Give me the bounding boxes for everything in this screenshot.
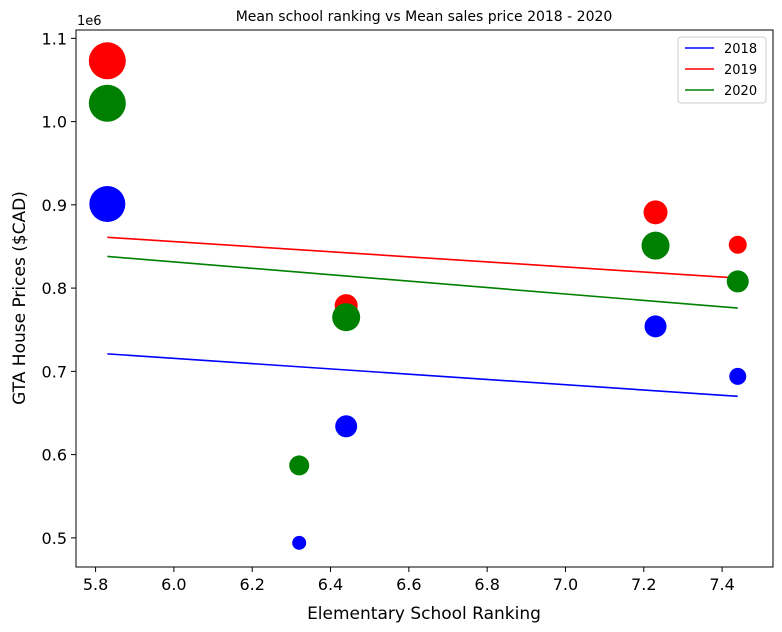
- point-2019-2: [643, 200, 668, 225]
- point-2020-1: [289, 455, 310, 476]
- x-axis: 5.8 6.0 6.2 6.4 6.6 6.8 7.0 7.2 7.4: [83, 567, 735, 594]
- point-2020-0: [88, 84, 126, 122]
- legend-label-2019: 2019: [724, 63, 757, 78]
- x-tick-label: 6.6: [396, 575, 421, 594]
- point-2018-4: [729, 367, 747, 385]
- x-tick-label: 7.0: [553, 575, 578, 594]
- y-axis: 0.5 0.6 0.7 0.8 0.9 1.0 1.1: [42, 29, 76, 548]
- y-tick-label: 1.1: [42, 29, 67, 48]
- trend-line-2020: [107, 255, 738, 309]
- plot-frame: [75, 29, 774, 568]
- legend-label-2018: 2018: [724, 42, 757, 57]
- legend-label-2020: 2020: [724, 84, 757, 99]
- trend-line-2019: [107, 236, 738, 279]
- point-2020-2: [332, 303, 361, 332]
- point-2019-3: [728, 235, 747, 254]
- point-2018-2: [335, 415, 358, 438]
- legend-frame: [677, 36, 767, 104]
- plot-area: [88, 42, 749, 550]
- x-axis-label: Elementary School Ranking: [307, 604, 541, 624]
- x-tick-label: 5.8: [83, 575, 108, 594]
- point-2018-3: [644, 315, 667, 338]
- trend-line-2018: [107, 353, 738, 398]
- chart-title: Mean school ranking vs Mean sales price …: [236, 9, 613, 25]
- x-tick-label: 6.4: [318, 575, 343, 594]
- point-2020-3: [641, 231, 670, 260]
- y-tick-label: 0.6: [42, 446, 67, 465]
- x-tick-label: 7.4: [709, 575, 734, 594]
- legend: 2018 2019 2020: [677, 36, 767, 104]
- y-tick-label: 0.9: [42, 196, 67, 215]
- point-2020-4: [726, 270, 749, 293]
- y-offset-label: 1e6: [77, 14, 102, 29]
- x-tick-label: 6.8: [474, 575, 499, 594]
- x-tick-label: 6.0: [161, 575, 186, 594]
- y-tick-label: 0.5: [42, 529, 67, 548]
- y-tick-label: 0.8: [42, 279, 67, 298]
- x-tick-label: 6.2: [239, 575, 264, 594]
- y-tick-label: 1.0: [42, 113, 67, 132]
- point-2018-0: [89, 186, 126, 223]
- y-tick-label: 0.7: [42, 362, 67, 381]
- point-2019-0: [88, 42, 126, 80]
- y-axis-label: GTA House Prices ($CAD): [10, 191, 30, 405]
- point-2018-1: [292, 535, 307, 550]
- x-tick-label: 7.2: [631, 575, 656, 594]
